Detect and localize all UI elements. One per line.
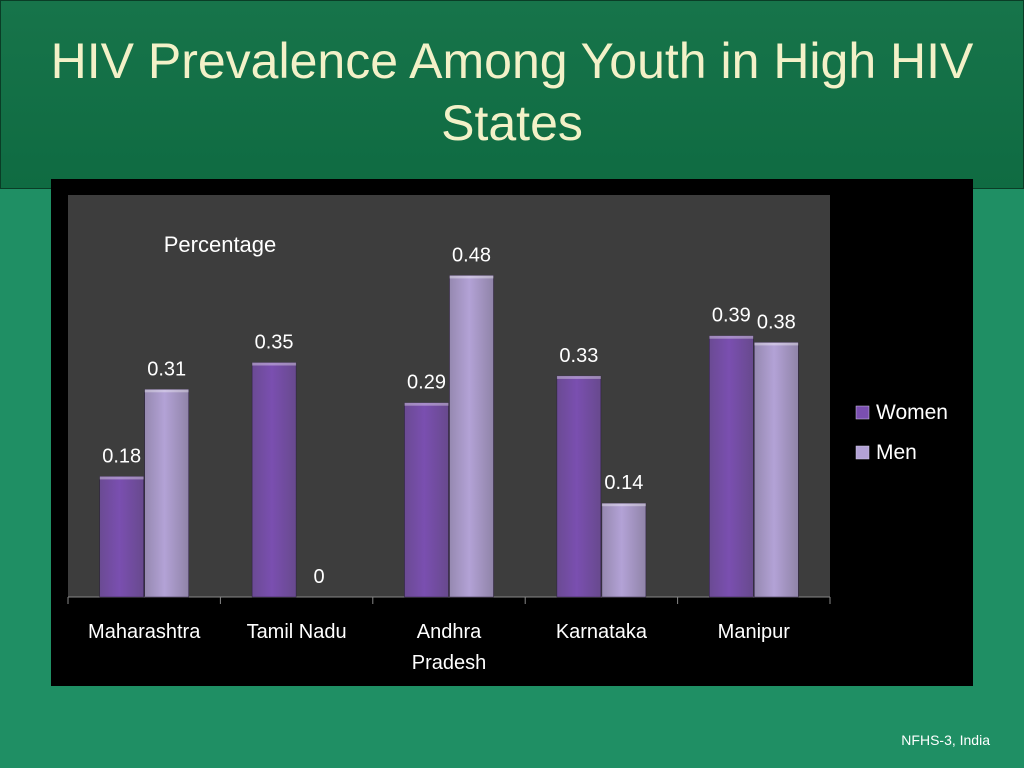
data-label: 0.48 [452,244,491,266]
legend-label-men: Men [876,441,917,464]
data-label: 0.35 [255,332,294,354]
data-label: 0.14 [604,472,643,494]
bar-top-highlight [144,389,189,393]
bar-men [144,389,189,598]
data-label: 0.39 [712,305,751,327]
legend-swatch-women [855,405,870,420]
data-label: 0 [314,566,325,588]
category-label: Maharashtra [88,621,201,643]
bar-top-highlight [601,503,646,507]
legend-label-women: Women [876,401,948,424]
plot-area [68,195,830,597]
category-label: Tamil Nadu [247,621,347,643]
bar-men [449,275,494,598]
title-band [0,0,1024,189]
legend-swatch-men [855,445,870,460]
bar-top-highlight [404,402,449,406]
data-label: 0.29 [407,372,446,394]
bar-women [556,375,602,598]
source-note: NFHS-3, India [901,732,990,748]
bar-women [709,335,754,598]
bar-top-highlight [252,362,297,366]
bar-top-highlight [754,342,799,346]
category-label: Andhra [417,621,482,643]
bar-top-highlight [99,476,144,480]
bar-top-highlight [449,275,494,279]
data-label: 0.18 [102,445,141,467]
bar-women [99,476,144,598]
data-label: 0.31 [147,358,186,380]
bar-men [754,342,799,598]
category-label: Manipur [718,621,791,643]
y-axis-label: Percentage [164,232,277,257]
bar-top-highlight [556,375,601,379]
data-label: 0.33 [559,345,598,367]
bar-men [601,502,647,598]
bar-top-highlight [709,335,754,339]
bar-women [404,402,449,598]
category-label: Karnataka [556,621,648,643]
bar-women [251,362,297,598]
slide-title: HIV Prevalence Among Youth in High HIV S… [50,33,974,151]
data-label: 0.38 [757,311,796,333]
category-label: Pradesh [412,652,487,674]
